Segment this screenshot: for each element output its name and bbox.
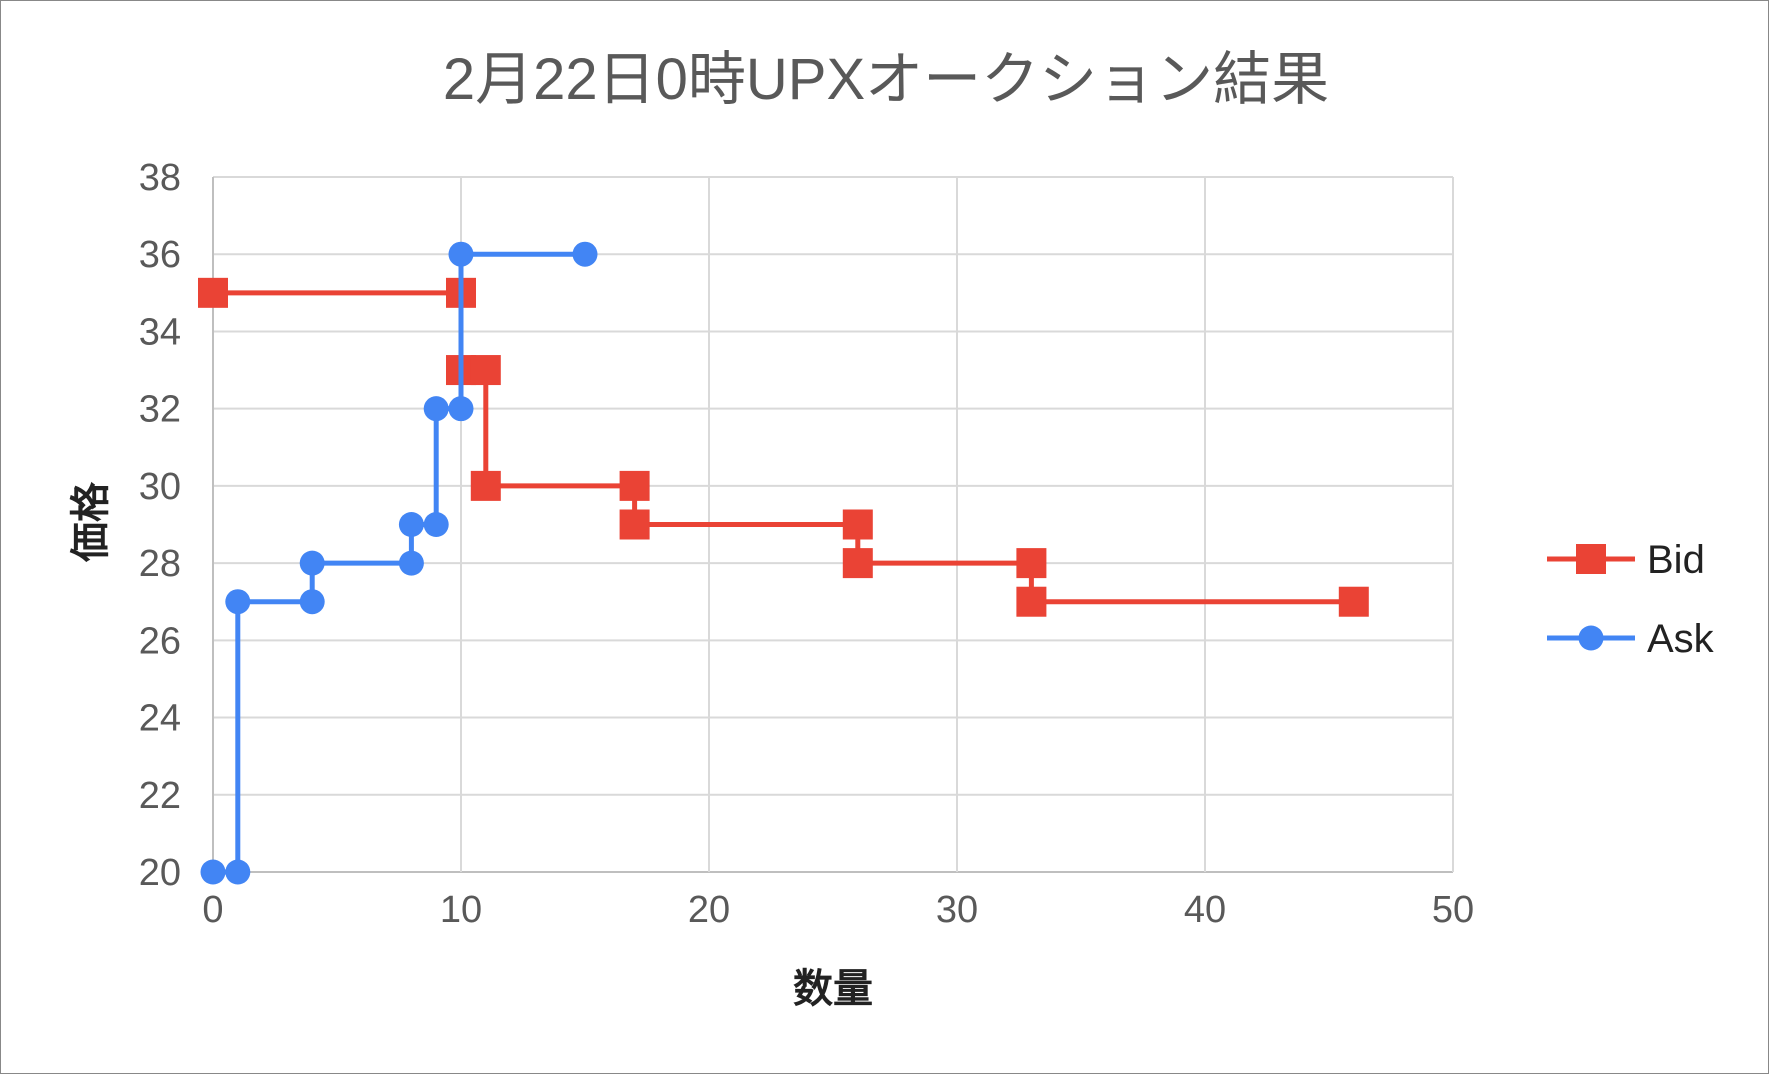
bid-point [1016,548,1046,578]
bid-point [843,510,873,540]
y-tick-label: 30 [139,466,181,508]
ask-point [424,512,449,537]
x-tick-label: 10 [440,889,482,931]
x-tick-label: 30 [936,889,978,931]
bid-point [1016,587,1046,617]
y-tick-label: 26 [139,620,181,662]
y-tick-label: 34 [139,311,181,353]
x-axis-label: 数量 [793,966,873,1012]
ask-point [225,589,250,614]
ask-point [399,512,424,537]
y-tick-label: 20 [139,852,181,894]
bid-line [213,293,1354,602]
bid-point [843,548,873,578]
bid-point [1339,587,1369,617]
ask-point [424,396,449,421]
series-bid [198,278,1369,617]
legend: Bid Ask [1547,538,1715,661]
legend-label: Bid [1647,538,1705,582]
ask-point [300,589,325,614]
legend-swatch-marker [1576,544,1606,574]
ask-point [201,860,226,885]
ask-point [300,551,325,576]
bid-point [620,510,650,540]
y-tick-label: 28 [139,543,181,585]
x-tick-label: 50 [1432,889,1474,931]
legend-item-ask: Ask [1547,617,1715,661]
x-tick-label: 40 [1184,889,1226,931]
x-tick-label: 20 [688,889,730,931]
y-tick-label: 38 [139,157,181,199]
y-tick-label: 22 [139,775,181,817]
legend-label: Ask [1647,617,1715,661]
ask-point [225,860,250,885]
bid-point [620,471,650,501]
ask-point [399,551,424,576]
y-tick-labels: 20 22 24 26 28 30 32 34 36 38 [139,157,181,894]
y-tick-label: 32 [139,389,181,431]
x-tick-labels: 0 10 20 30 40 50 [202,889,1474,931]
y-axis-label: 価格 [68,481,114,563]
y-tick-label: 24 [139,698,181,740]
legend-swatch-marker [1579,626,1604,651]
bid-point [198,278,228,308]
bid-point [471,355,501,385]
y-tick-label: 36 [139,234,181,276]
ask-point [449,396,474,421]
ask-point [573,242,598,267]
ask-point [449,242,474,267]
chart-title: 2月22日0時UPXオークション結果 [443,47,1329,112]
x-tick-label: 0 [202,889,223,931]
legend-item-bid: Bid [1547,538,1705,582]
bid-point [471,471,501,501]
